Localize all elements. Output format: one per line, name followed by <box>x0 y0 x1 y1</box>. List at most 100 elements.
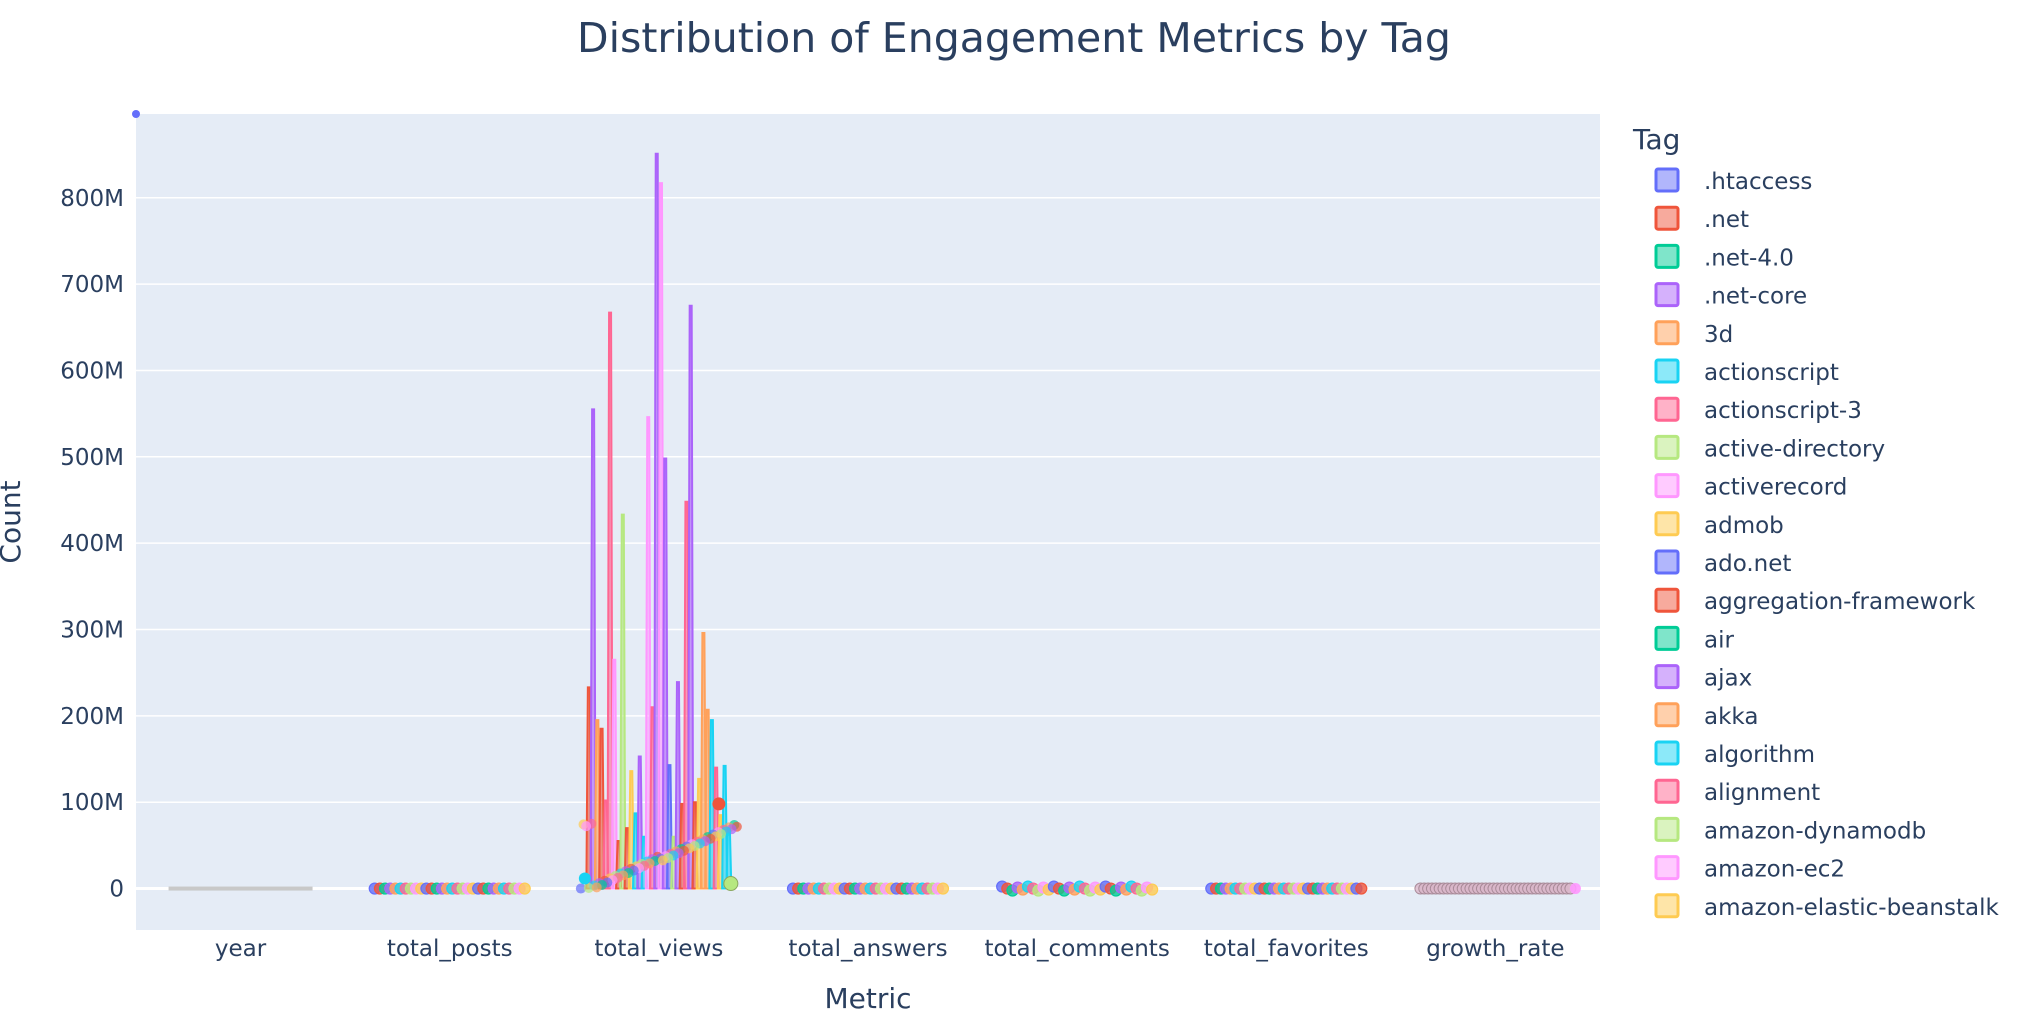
year-violin-band <box>168 886 313 891</box>
legend-label: actionscript <box>1704 360 1839 386</box>
growth_rate-point <box>1569 883 1581 895</box>
legend-item[interactable]: ado.net <box>1654 549 1791 577</box>
legend-item[interactable]: ajax <box>1654 664 1752 692</box>
legend-item[interactable]: akka <box>1654 702 1758 730</box>
legend-item[interactable]: amazon-elastic-beanstalk <box>1654 893 1999 921</box>
legend-swatch <box>1654 702 1680 728</box>
legend-swatch <box>1654 664 1680 690</box>
y-tick-label: 600M <box>60 358 124 384</box>
legend-item[interactable]: 3d <box>1654 320 1733 348</box>
legend-swatch <box>1654 511 1680 537</box>
legend-swatch <box>1654 549 1680 575</box>
legend-label: 3d <box>1704 322 1733 348</box>
legend-swatch <box>1654 740 1680 766</box>
legend-label: ajax <box>1704 666 1752 692</box>
x-tick-label: total_comments <box>984 936 1169 962</box>
legend-swatch <box>1654 778 1680 804</box>
legend-item[interactable]: amazon-ec2 <box>1654 855 1845 883</box>
legend-item[interactable]: .htaccess <box>1654 167 1812 195</box>
chart-title: Distribution of Engagement Metrics by Ta… <box>577 14 1451 62</box>
legend-swatch <box>1654 167 1680 193</box>
legend-label: .net-core <box>1704 284 1807 310</box>
y-tick-label: 200M <box>60 704 124 730</box>
x-tick-label: total_views <box>594 936 723 962</box>
legend-label: amazon-elastic-beanstalk <box>1704 895 1999 921</box>
legend-item[interactable]: actionscript <box>1654 358 1839 386</box>
legend-item[interactable]: algorithm <box>1654 740 1815 768</box>
y-axis-title: Count <box>0 480 27 563</box>
legend-swatch <box>1654 473 1680 499</box>
legend-item[interactable]: aggregation-framework <box>1654 587 1976 615</box>
legend-label: .htaccess <box>1704 169 1812 195</box>
total_views-point <box>712 797 726 811</box>
legend-swatch <box>1654 816 1680 842</box>
legend-swatch <box>1654 205 1680 231</box>
x-axis-title: Metric <box>824 982 911 1015</box>
total_views-point <box>578 872 591 885</box>
total_comments-point <box>1146 883 1159 896</box>
total_views-point <box>575 883 586 894</box>
legend-label: amazon-ec2 <box>1704 857 1845 883</box>
legend-swatch <box>1654 320 1680 346</box>
legend-label: aggregation-framework <box>1704 589 1976 615</box>
data-marks <box>132 110 1581 897</box>
total_views-point <box>581 821 592 832</box>
legend-label: alignment <box>1704 780 1820 806</box>
legend-swatch <box>1654 855 1680 881</box>
legend-swatch <box>1654 282 1680 308</box>
legend-item[interactable]: active-directory <box>1654 434 1885 462</box>
legend-swatch <box>1654 358 1680 384</box>
legend-title: Tag <box>1632 123 1680 156</box>
legend-swatch <box>1654 243 1680 269</box>
legend-item[interactable]: admob <box>1654 511 1784 539</box>
clipped-point <box>132 110 140 118</box>
legend-item[interactable]: .net-core <box>1654 282 1807 310</box>
legend-swatch <box>1654 893 1680 919</box>
legend-item[interactable]: .net <box>1654 205 1749 233</box>
total_views-violin <box>610 658 618 890</box>
legend-label: ado.net <box>1704 551 1791 577</box>
legend-label: active-directory <box>1704 436 1885 462</box>
y-tick-label: 400M <box>60 531 124 557</box>
legend-label: admob <box>1704 513 1784 539</box>
total_views-point <box>723 876 739 892</box>
total_views-violin <box>687 304 695 890</box>
y-tick-label: 0 <box>109 877 124 903</box>
x-tick-label: growth_rate <box>1426 936 1564 962</box>
legend-item[interactable]: .net-4.0 <box>1654 243 1794 271</box>
x-tick-label: year <box>215 936 267 962</box>
total_views-point <box>591 882 602 893</box>
x-tick-labels: year total_posts total_views total_answers t… <box>215 936 1565 962</box>
legend-item[interactable]: activerecord <box>1654 473 1847 501</box>
x-tick-label: total_posts <box>387 936 513 962</box>
total_posts-point <box>518 882 531 895</box>
legend-swatch <box>1654 587 1680 613</box>
legend-swatch <box>1654 434 1680 460</box>
total_views-point <box>657 855 668 866</box>
y-tick-label: 300M <box>60 618 124 644</box>
legend-label: amazon-dynamodb <box>1704 818 1926 844</box>
legend-label: algorithm <box>1704 742 1815 768</box>
total_favorites-point <box>1355 882 1368 895</box>
total_views-point <box>583 882 594 893</box>
legend-item[interactable]: air <box>1654 625 1734 653</box>
legend-label: actionscript-3 <box>1704 398 1862 424</box>
y-tick-labels: 0 100M 200M 300M 400M 500M 600M 700M 800M <box>60 186 124 903</box>
y-tick-label: 500M <box>60 445 124 471</box>
total_answers-point <box>936 882 950 895</box>
x-tick-label: total_answers <box>788 936 947 962</box>
legend-label: .net <box>1704 207 1749 233</box>
legend-item[interactable]: amazon-dynamodb <box>1654 816 1926 844</box>
legend-swatch <box>1654 625 1680 651</box>
legend-swatch <box>1654 396 1680 422</box>
legend[interactable]: .htaccess .net .net-4.0 .net-core 3d actionsc… <box>1654 167 1999 921</box>
y-tick-label: 700M <box>60 272 124 298</box>
legend-label: activerecord <box>1704 475 1847 501</box>
y-tick-label: 100M <box>60 790 124 816</box>
y-tick-label: 800M <box>60 186 124 212</box>
legend-item[interactable]: alignment <box>1654 778 1820 806</box>
legend-item[interactable]: actionscript-3 <box>1654 396 1862 424</box>
legend-label: .net-4.0 <box>1704 245 1794 271</box>
legend-label: akka <box>1704 704 1758 730</box>
